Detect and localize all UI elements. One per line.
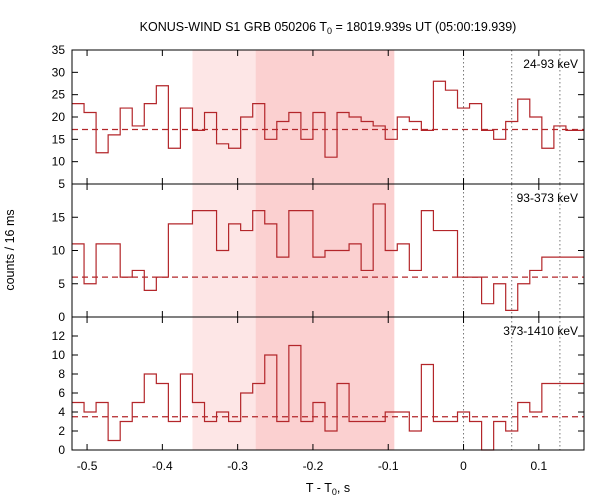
y-tick-label: 15: [52, 132, 66, 146]
y-tick-label: 0: [58, 310, 65, 324]
y-tick-label: 10: [52, 348, 66, 362]
panel-energy-label: 24-93 keV: [523, 57, 578, 71]
y-tick-label: 35: [52, 43, 66, 57]
x-axis-title-suffix: , s: [337, 481, 350, 495]
chart-title-suffix: = 18019.939s UT (05:00:19.939): [332, 20, 516, 34]
y-tick-label: 5: [58, 177, 65, 191]
y-tick-label: 25: [52, 88, 66, 102]
y-tick-label: 30: [52, 65, 66, 79]
x-tick-label: -0.1: [378, 459, 399, 473]
y-tick-label: 6: [58, 386, 65, 400]
chart-title-sub: 0: [327, 26, 332, 36]
y-tick-label: 0: [58, 443, 65, 457]
x-tick-label: -0.4: [152, 459, 173, 473]
panel-1: 5 10 15 20 25 30 35 24-93 keV: [52, 43, 585, 191]
y-tick-label: 5: [58, 277, 65, 291]
x-tick-label: -0.3: [227, 459, 248, 473]
y-tick-label: 10: [52, 244, 66, 258]
panel-energy-label: 373-1410 keV: [503, 324, 578, 338]
panel-energy-label: 93-373 keV: [517, 191, 578, 205]
y-tick-label: 20: [52, 110, 66, 124]
x-axis-title: T - T0, s: [306, 481, 350, 497]
y-tick-label: 15: [52, 210, 66, 224]
count-histogram: [72, 80, 584, 158]
chart-title-prefix: KONUS-WIND S1 GRB 050206 T: [140, 20, 328, 34]
y-axis-title: counts / 16 ms: [3, 209, 17, 290]
y-tick-label: 12: [52, 329, 66, 343]
x-tick-label: 0: [460, 459, 467, 473]
panel-frame: [71, 316, 585, 451]
y-tick-label: 10: [52, 155, 66, 169]
y-tick-label: 8: [58, 367, 65, 381]
x-axis-title-prefix: T - T: [306, 481, 332, 495]
y-tick-label: 2: [58, 424, 65, 438]
x-tick-label: 0.1: [530, 459, 547, 473]
y-tick-label: 4: [58, 405, 65, 419]
x-tick-label: -0.2: [303, 459, 324, 473]
panel-3: 0 2 4 6 8 10 12 373-1410 keV: [52, 316, 585, 457]
x-tick-label: -0.5: [77, 459, 98, 473]
count-histogram: [72, 203, 584, 311]
panel-2: 0 5 10 15 93-373 keV: [52, 183, 585, 324]
x-axis-title-sub: 0: [332, 487, 337, 497]
chart-title: KONUS-WIND S1 GRB 050206 T0 = 18019.939s…: [140, 20, 517, 36]
